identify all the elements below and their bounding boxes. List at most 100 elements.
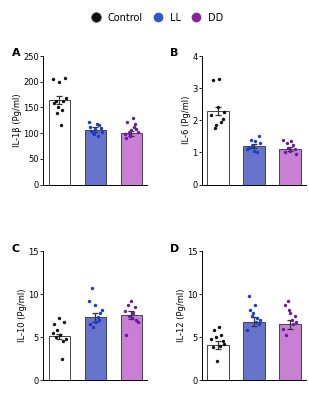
Bar [207,111,229,184]
Point [291,321,296,328]
Point [93,126,98,132]
Y-axis label: IL-6 (Pg/ml): IL-6 (Pg/ml) [182,96,191,144]
Point [212,327,217,334]
Point [247,144,252,151]
Point [255,315,260,322]
Point [62,75,67,81]
Legend: Control, LL, DD: Control, LL, DD [82,9,227,27]
Point [96,317,101,323]
Point [210,344,215,351]
Point [60,107,65,113]
Point [50,76,55,82]
Point [135,129,140,135]
Bar [243,322,265,380]
Point [290,142,295,148]
Point [219,332,224,339]
Point [253,318,258,325]
Bar [85,318,106,380]
Bar [85,130,106,184]
Point [127,312,132,319]
Bar [121,315,142,380]
Point [95,132,100,139]
Point [248,306,253,313]
Bar [49,100,70,184]
Point [281,325,286,332]
Point [129,127,134,133]
Point [129,315,134,322]
Point [124,135,129,142]
Point [222,109,227,116]
Point [215,104,220,111]
Point [52,321,57,328]
Point [215,358,220,364]
Point [245,146,250,152]
Point [63,336,68,342]
Point [286,144,290,151]
Point [87,119,91,125]
Point [294,151,299,157]
Point [55,327,60,334]
Point [54,109,59,116]
Bar [279,324,301,380]
Point [53,98,58,104]
Point [91,324,96,330]
Point [284,332,289,339]
Point [287,148,292,154]
Point [256,133,261,140]
Point [255,149,260,156]
Point [218,342,222,349]
Point [61,98,66,104]
Point [63,95,68,101]
Point [222,341,227,347]
Point [125,301,130,308]
Y-axis label: IL-1β (Pg/ml): IL-1β (Pg/ml) [13,94,22,147]
Point [53,334,58,340]
Point [290,317,294,323]
Point [58,122,63,129]
Point [50,330,55,336]
Point [219,119,224,125]
Point [99,306,104,313]
Point [210,77,215,83]
Point [209,336,214,342]
Point [246,293,251,299]
Text: B: B [171,48,179,58]
Point [88,124,93,130]
Point [285,298,290,304]
Bar [243,146,265,184]
Point [253,138,258,144]
Point [95,313,100,320]
Point [251,310,256,316]
Point [122,131,127,137]
Point [98,125,103,131]
Point [58,332,63,339]
Point [131,310,136,316]
Point [248,136,253,143]
Point [294,318,299,325]
Point [97,122,102,129]
Point [125,119,130,125]
Point [249,312,254,319]
Point [88,321,93,328]
Text: D: D [171,244,180,254]
Point [245,327,250,334]
Point [90,130,95,136]
Point [209,112,214,119]
Point [292,312,297,319]
Point [133,121,138,127]
Text: C: C [12,244,20,254]
Point [250,143,255,149]
Text: A: A [12,48,21,58]
Point [220,338,225,345]
Point [288,310,293,316]
Point [135,318,140,325]
Point [282,149,287,156]
Point [99,128,104,135]
Point [94,318,99,325]
Point [217,75,222,82]
Point [91,131,96,137]
Point [94,121,99,127]
Y-axis label: IL-10 (Pg/ml): IL-10 (Pg/ml) [18,289,27,342]
Point [92,301,97,308]
Point [128,298,133,304]
